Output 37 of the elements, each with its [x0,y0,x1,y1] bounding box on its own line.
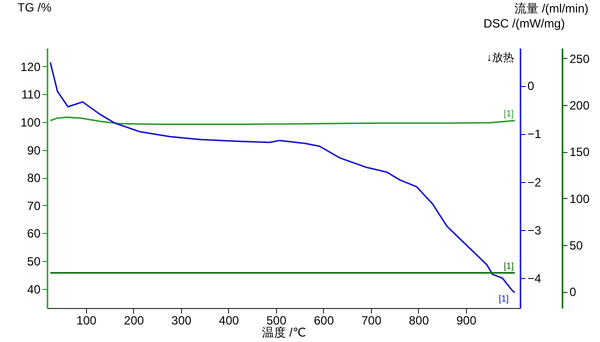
y2-tick-label: −2 [528,175,542,190]
y2-tick-label: 0 [528,79,534,94]
x-tick-label: 500 [266,314,287,328]
y2-tick-label: −4 [528,272,542,286]
x-tick-label: 900 [456,314,477,328]
y2-tick-label: −3 [528,224,542,238]
x-tick-label: 200 [124,314,144,328]
y3-axis-title: 流量 /(ml/min) [514,2,588,16]
y3-tick-label: 250 [570,52,590,66]
y-tick-label: 40 [27,282,41,296]
x-tick-label: 800 [408,314,430,328]
y-tick-label: 50 [27,254,41,269]
y-tick-label: 120 [20,60,41,74]
x-axis-title: 温度 /℃ [262,326,306,340]
y-tick-label: 90 [27,143,41,158]
annotation: ↓放热 [486,52,514,64]
y2-tick-label: −1 [528,127,542,142]
y3-tick-label: 150 [570,145,590,160]
x-tick-label: 600 [314,314,334,328]
series-label: [1] [504,260,514,271]
y2-axis-title: DSC /(mW/mg) [484,16,565,30]
x-tick-label: 400 [218,314,240,328]
y3-tick-label: 50 [570,238,584,252]
y3-tick-label: 0 [570,285,576,300]
series-label: [1] [498,294,509,304]
y-tick-label: 60 [27,226,41,241]
y3-tick-label: 200 [570,98,590,112]
x-tick-label: 700 [361,314,382,328]
y-tick-label: 70 [27,198,41,213]
y3-tick-label: 100 [570,192,590,206]
y-tick-label: 110 [21,88,41,102]
y-tick-label: 100 [20,115,41,130]
y-tick-label: 80 [27,171,41,186]
x-tick-label: 100 [76,314,97,328]
x-tick-label: 300 [171,314,192,328]
series-label: [1] [504,108,514,119]
y-axis-title: TG /% [18,0,52,14]
